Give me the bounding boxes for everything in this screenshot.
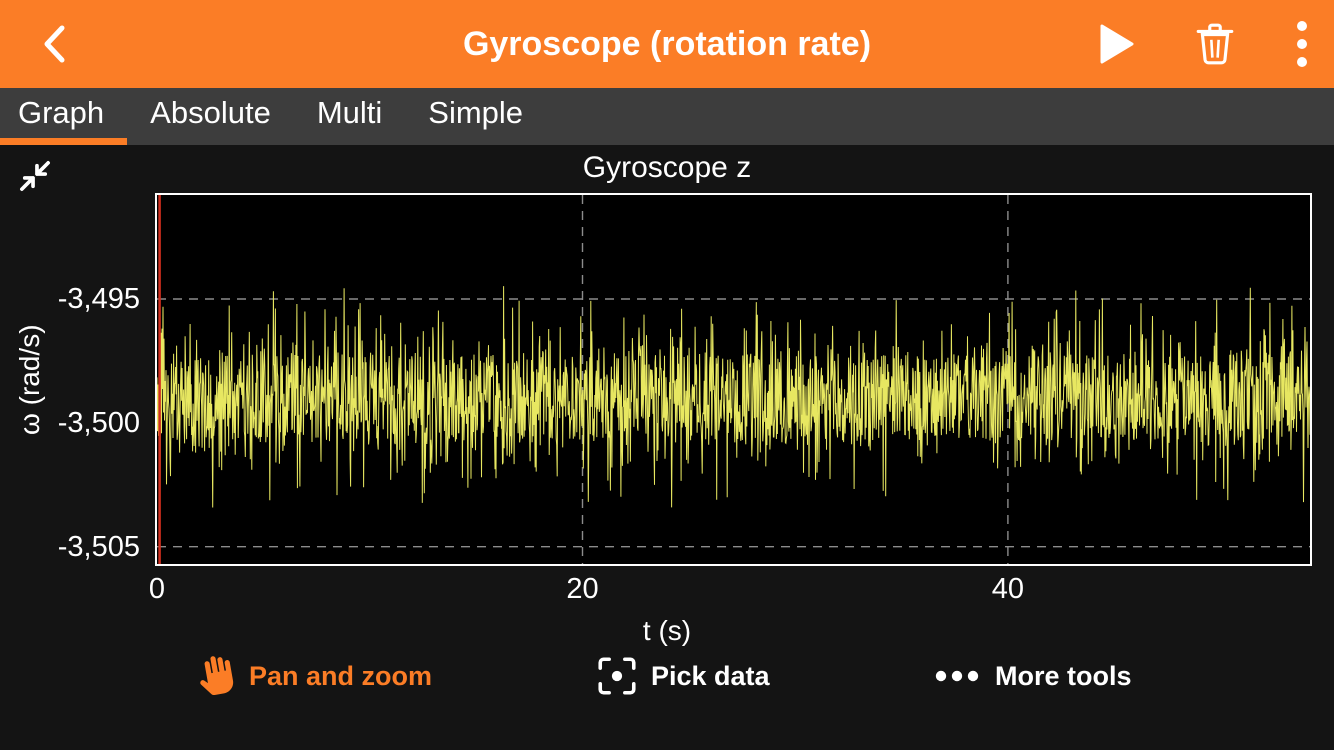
play-button[interactable] — [1100, 24, 1134, 64]
ellipsis-icon — [935, 670, 979, 682]
delete-button[interactable] — [1196, 22, 1234, 66]
tool-more-tools[interactable]: More tools — [934, 650, 1132, 702]
x-tick-label: 40 — [991, 573, 1025, 605]
tab-absolute[interactable]: Absolute — [150, 95, 271, 130]
tab-graph[interactable]: Graph — [0, 88, 128, 145]
x-axis-label: t (s) — [642, 615, 692, 646]
hand-icon — [200, 656, 234, 696]
tool-label-pick-data: Pick data — [651, 660, 770, 691]
chevron-left-icon — [44, 25, 65, 63]
top-bar: Gyroscope (rotation rate) — [0, 0, 1334, 88]
graph-toolbar: Pan and zoom Pick data More tools — [0, 650, 1334, 710]
chart-title: Gyroscope z — [582, 151, 752, 184]
tab-multi[interactable]: Multi — [316, 95, 383, 130]
tool-pick-data[interactable]: Pick data — [598, 650, 770, 702]
collapse-arrows-icon — [20, 161, 50, 191]
x-tick-label: 0 — [148, 573, 166, 605]
menu-button[interactable] — [1296, 20, 1308, 68]
y-tick-label: -3,495 — [57, 283, 140, 315]
tool-pan-and-zoom[interactable]: Pan and zoom — [196, 650, 432, 702]
trash-icon — [1196, 23, 1234, 65]
tool-label-pan-and-zoom: Pan and zoom — [249, 660, 433, 691]
plot-area[interactable] — [155, 193, 1312, 566]
play-icon — [1100, 24, 1134, 64]
kebab-menu-icon — [1297, 21, 1307, 67]
y-tick-label: -3,500 — [57, 406, 140, 439]
tab-bar: Graph Absolute Multi Simple — [0, 88, 1334, 145]
tool-label-more-tools: More tools — [995, 660, 1132, 691]
pick-data-icon — [598, 657, 636, 695]
tab-simple[interactable]: Simple — [428, 95, 524, 130]
header-actions — [1100, 0, 1308, 88]
x-tick-label: 20 — [566, 573, 599, 605]
collapse-graph-button[interactable] — [12, 153, 58, 199]
graph-view: Gyroscope z ω (rad/s) -3,495 -3,500 -3,505… — [0, 145, 1334, 750]
back-button[interactable] — [36, 22, 72, 66]
page-title: Gyroscope (rotation rate) — [462, 24, 872, 63]
signal-plot-svg — [157, 195, 1310, 564]
y-tick-label: -3,505 — [57, 530, 140, 563]
